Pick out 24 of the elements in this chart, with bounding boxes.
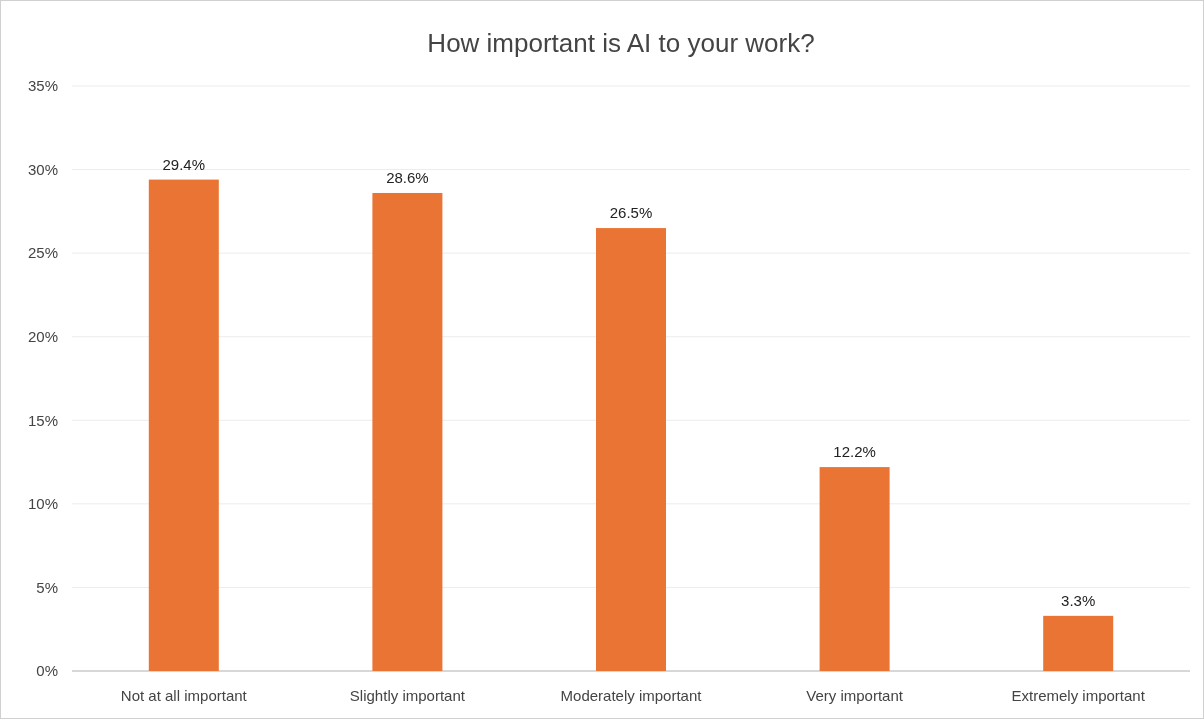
chart-title: How important is AI to your work? bbox=[427, 28, 815, 58]
y-tick-label: 25% bbox=[27, 244, 58, 262]
x-tick-label: Slightly important bbox=[349, 687, 466, 704]
x-tick-label: Moderately important bbox=[560, 687, 703, 704]
y-tick-label: 35% bbox=[27, 77, 58, 95]
bar bbox=[596, 228, 666, 671]
data-label: 12.2% bbox=[833, 443, 876, 461]
y-tick-label: 10% bbox=[27, 495, 58, 513]
y-tick-label: 20% bbox=[27, 327, 58, 345]
data-label: 28.6% bbox=[386, 168, 429, 186]
y-tick-label: 15% bbox=[27, 411, 58, 429]
y-tick-label: 5% bbox=[36, 578, 58, 596]
y-tick-label: 0% bbox=[36, 662, 58, 680]
x-tick-label: Very important bbox=[806, 687, 904, 704]
y-tick-label: 30% bbox=[27, 160, 58, 178]
bar bbox=[372, 192, 443, 671]
x-tick-label: Extremely important bbox=[1011, 687, 1146, 704]
bar bbox=[819, 467, 890, 671]
bar bbox=[1043, 615, 1114, 671]
bar bbox=[148, 179, 219, 671]
data-label: 29.4% bbox=[162, 155, 206, 173]
data-label: 26.5% bbox=[609, 204, 653, 222]
data-label: 3.3% bbox=[1061, 591, 1096, 609]
x-tick-label: Not at all important bbox=[120, 687, 248, 704]
